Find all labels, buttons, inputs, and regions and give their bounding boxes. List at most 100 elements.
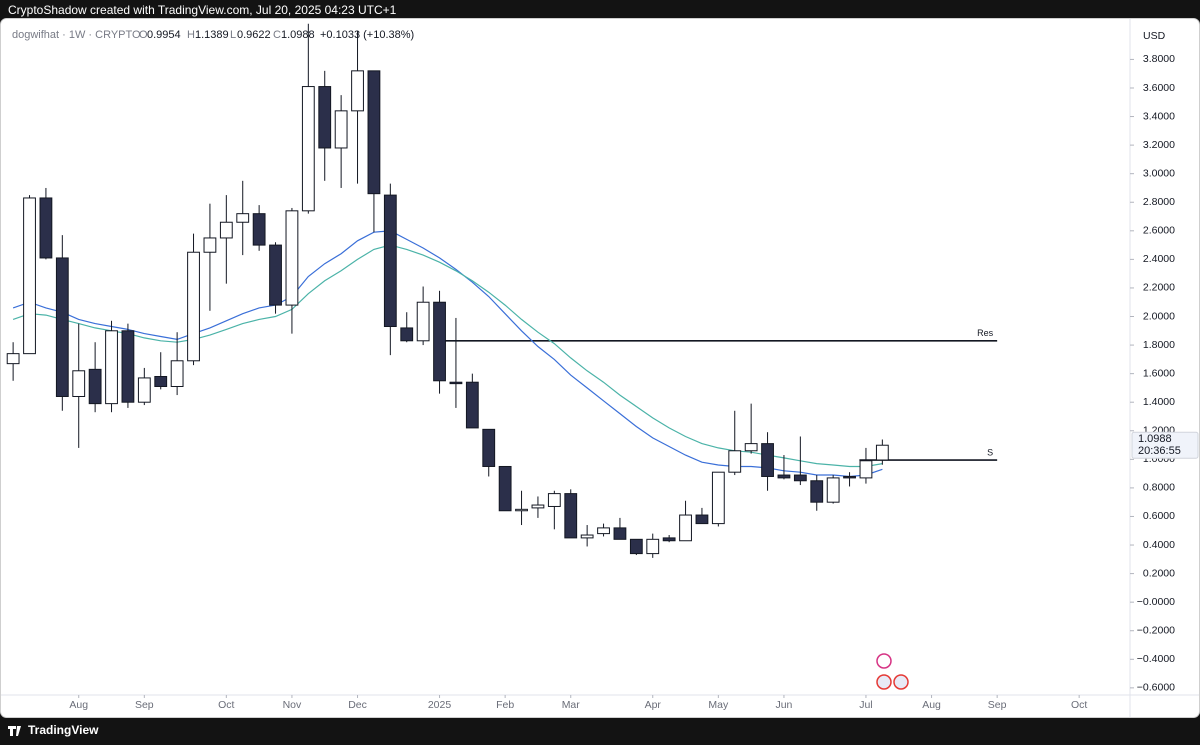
candle-body xyxy=(711,471,725,525)
candle-body xyxy=(679,514,692,542)
candle-body xyxy=(810,480,824,503)
candle-body xyxy=(498,465,512,512)
event-icon xyxy=(876,653,892,669)
x-tick-label: Nov xyxy=(283,699,302,711)
candle-body xyxy=(580,534,594,539)
candle-body xyxy=(301,86,315,212)
candle-body xyxy=(55,257,69,397)
event-icon xyxy=(876,674,892,690)
candle-body xyxy=(662,537,676,542)
x-tick-label: Mar xyxy=(562,699,581,711)
candle-body xyxy=(318,86,332,149)
candle-body xyxy=(23,197,36,355)
x-tick-label: Oct xyxy=(218,699,234,711)
candle-body xyxy=(72,370,86,397)
x-tick-label: Aug xyxy=(922,699,941,711)
legend: dogwifhat · 1W · CRYPTO O 0.9954 H 1.138… xyxy=(12,29,414,41)
legend-h: H xyxy=(187,29,195,41)
candle-body xyxy=(105,330,118,405)
candle-body xyxy=(875,444,889,461)
candle-body xyxy=(400,327,414,342)
brand-logo xyxy=(8,726,21,736)
x-tick-label: Jun xyxy=(775,699,792,711)
y-tick-label: 3.4000 xyxy=(1143,110,1175,122)
candle-body xyxy=(170,360,184,387)
event-icons xyxy=(876,653,909,690)
candle-body xyxy=(137,377,151,403)
candle-body xyxy=(449,381,463,385)
candle-body xyxy=(482,428,496,467)
candle-body xyxy=(859,460,873,479)
y-tick-label: 1.6000 xyxy=(1143,367,1175,379)
y-tick-label: −0.2000 xyxy=(1137,625,1175,637)
y-tick-label: 0.6000 xyxy=(1143,510,1175,522)
level-label: S xyxy=(987,447,993,457)
x-tick-label: Aug xyxy=(69,699,88,711)
y-tick-label: 3.8000 xyxy=(1143,53,1175,65)
x-tick-label: Jul xyxy=(859,699,872,711)
y-tick-label: 0.8000 xyxy=(1143,482,1175,494)
last-price-box xyxy=(1131,431,1199,459)
candle-body xyxy=(121,330,135,403)
candle-body xyxy=(777,474,791,479)
candle-body xyxy=(744,443,758,452)
candle-body xyxy=(39,197,53,259)
x-tick-label: Oct xyxy=(1071,699,1087,711)
attribution: CryptoShadow created with TradingView.co… xyxy=(8,3,397,17)
footer-brand: TradingView xyxy=(28,723,99,737)
candle-body xyxy=(547,493,561,507)
legend-o: O xyxy=(139,29,148,41)
y-tick-label: −0.0000 xyxy=(1137,596,1175,608)
candle-body xyxy=(826,477,840,503)
legend-high: 1.1389 xyxy=(195,29,229,41)
x-tick-label: 2025 xyxy=(428,699,452,711)
candle-body xyxy=(269,244,282,306)
y-tick-label: 1.4000 xyxy=(1143,396,1175,408)
y-tick-label: 0.4000 xyxy=(1143,539,1175,551)
x-tick-label: Feb xyxy=(496,699,514,711)
y-tick-label: −0.4000 xyxy=(1137,653,1175,665)
x-tick-label: May xyxy=(708,699,729,711)
level-label: Res xyxy=(977,328,994,338)
candle-body xyxy=(613,527,627,540)
y-tick-label: 2.0000 xyxy=(1143,310,1175,322)
y-tick-label: 2.6000 xyxy=(1143,225,1175,237)
x-tick-label: Dec xyxy=(348,699,367,711)
legend-low: 0.9622 xyxy=(237,29,271,41)
legend-open: 0.9954 xyxy=(147,29,181,41)
y-tick-label: 2.2000 xyxy=(1143,282,1175,294)
legend-change: +0.1033 (+10.38%) xyxy=(320,29,414,41)
candle-body xyxy=(597,527,610,535)
countdown: 20:36:55 xyxy=(1138,445,1181,457)
candle-body xyxy=(515,508,528,512)
x-tick-label: Sep xyxy=(135,699,154,711)
candle-body xyxy=(728,450,742,473)
y-tick-label: 1.8000 xyxy=(1143,339,1175,351)
candle-body xyxy=(843,475,856,479)
candle-body xyxy=(285,210,299,306)
x-tick-label: Apr xyxy=(645,699,662,711)
candle-body xyxy=(252,213,266,246)
candle-body xyxy=(793,474,807,482)
candle-body xyxy=(154,375,168,387)
event-icon xyxy=(893,674,909,690)
candle-body xyxy=(564,493,578,539)
candle-body xyxy=(203,237,217,253)
candle-body xyxy=(236,213,250,223)
y-tick-label: 2.8000 xyxy=(1143,196,1175,208)
candle-body xyxy=(383,194,397,328)
candle-body xyxy=(646,538,660,555)
symbol: dogwifhat · 1W · CRYPTO xyxy=(12,29,141,41)
last-price: 1.0988 xyxy=(1138,433,1172,445)
candle-body xyxy=(367,70,381,195)
y-tick-label: 3.0000 xyxy=(1143,167,1175,179)
y-tick-label: 0.2000 xyxy=(1143,567,1175,579)
legend-l: L xyxy=(230,29,236,41)
candle-body xyxy=(219,221,233,239)
y-tick-label: 3.6000 xyxy=(1143,82,1175,94)
candle-body xyxy=(433,301,446,382)
y-tick-label: −0.6000 xyxy=(1137,682,1175,694)
candle-body xyxy=(465,381,479,429)
